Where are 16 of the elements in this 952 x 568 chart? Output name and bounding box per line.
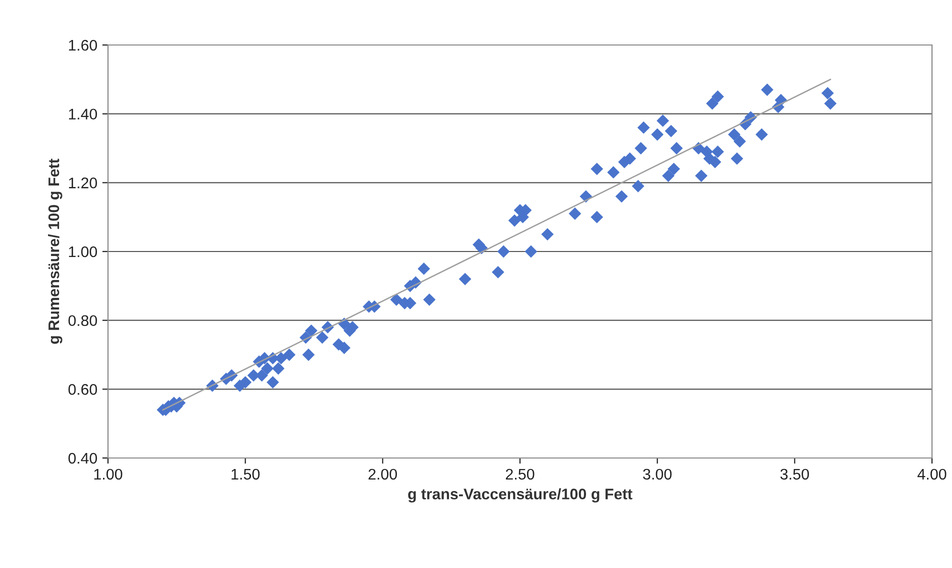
y-tick-label: 0.40 (68, 452, 97, 464)
x-tick-label: 1.00 (94, 468, 122, 480)
y-tick-label: 1.00 (69, 246, 97, 258)
x-axis-title: g trans-Vaccensäure/100 g Fett (408, 488, 632, 503)
y-tick-label: 0.80 (68, 315, 97, 326)
y-tick-label: 1.20 (69, 178, 97, 188)
y-tick-label: 1.40 (69, 108, 97, 120)
x-tick-label: 2.50 (506, 468, 534, 480)
x-tick-label: 1.50 (232, 468, 260, 480)
x-tick-label: 3.00 (643, 468, 672, 480)
x-tick-label: 2.00 (368, 468, 397, 480)
y-axis-title: g Rumensäure/ 100 g Fett (48, 158, 62, 344)
x-tick-label: 3.50 (780, 468, 809, 480)
x-tick-label: 4.00 (917, 468, 946, 480)
y-tick-label: 0.60 (68, 384, 97, 395)
y-tick-label: 1.60 (69, 40, 97, 51)
